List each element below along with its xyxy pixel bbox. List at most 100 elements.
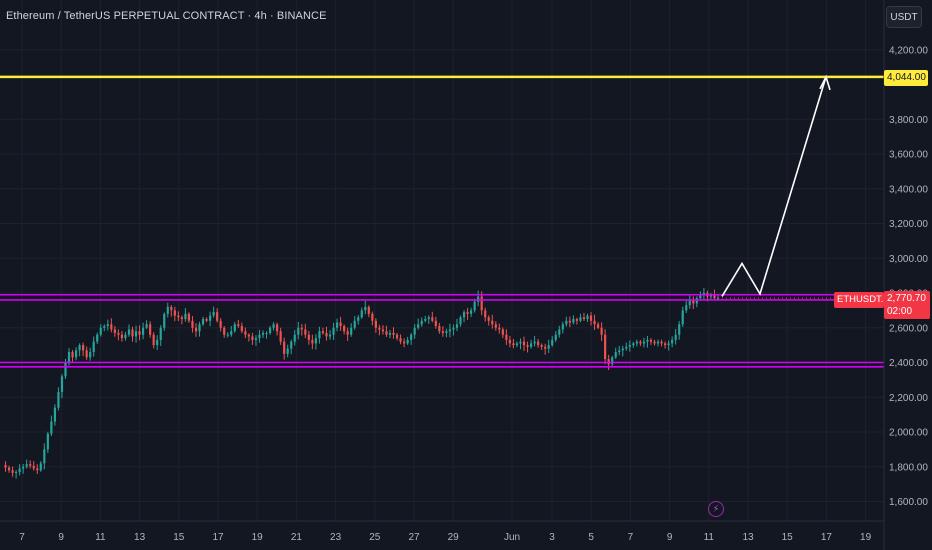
candle-body xyxy=(268,327,272,333)
candle-body xyxy=(364,306,367,311)
candle-body xyxy=(526,345,529,347)
candle-body xyxy=(99,327,102,335)
candle-body xyxy=(477,296,480,302)
candle-body xyxy=(374,320,377,328)
candle-body xyxy=(656,341,660,344)
price-tick-label: 3,200.00 xyxy=(889,219,928,230)
candle-body xyxy=(244,331,247,335)
candle-body xyxy=(505,334,508,340)
candle-body xyxy=(141,327,145,335)
candle-body xyxy=(596,324,600,328)
price-axis[interactable]: 4,200.00 3,800.00 3,600.00 3,400.00 3,200.00… xyxy=(889,45,928,508)
candle-body xyxy=(702,293,705,295)
candle-body xyxy=(357,317,360,321)
candle-body xyxy=(604,334,607,360)
time-tick-label: 27 xyxy=(408,532,420,543)
candle-body xyxy=(455,324,459,328)
candle-body xyxy=(300,327,303,330)
candle-body xyxy=(254,338,258,340)
candle-body xyxy=(304,329,307,335)
candle-body xyxy=(466,312,469,314)
candle-body xyxy=(82,345,85,351)
candle-body xyxy=(78,345,81,351)
candle-body xyxy=(632,343,635,346)
chart-title: Ethereum / TetherUS PERPETUAL CONTRACT ·… xyxy=(6,10,327,22)
candle-body xyxy=(667,343,670,346)
time-tick-label: 3 xyxy=(549,532,555,543)
projection-path[interactable] xyxy=(721,76,827,297)
candle-body xyxy=(417,324,420,328)
candle-body xyxy=(402,341,406,344)
candle-body xyxy=(501,329,504,335)
time-tick-label: 13 xyxy=(742,532,754,543)
candle-body xyxy=(180,317,183,320)
candle-body xyxy=(279,331,282,342)
candle-body xyxy=(480,296,483,311)
time-tick-label: 23 xyxy=(330,532,342,543)
horizontal-levels[interactable] xyxy=(0,75,884,368)
candle-body xyxy=(219,320,222,328)
candle-body xyxy=(43,449,46,464)
time-tick-label: 11 xyxy=(95,532,106,543)
candle-body xyxy=(406,339,409,344)
candle-body xyxy=(424,319,427,321)
candle-body xyxy=(681,310,684,325)
candle-body xyxy=(53,407,56,422)
candle-body xyxy=(297,327,300,335)
candle-body xyxy=(646,339,649,342)
lightning-icon[interactable]: ⚡ xyxy=(708,501,724,517)
candle-body xyxy=(223,327,226,335)
candle-body xyxy=(39,463,42,471)
candle-body xyxy=(156,339,159,346)
candle-body xyxy=(692,299,695,304)
candle-body xyxy=(261,332,265,335)
candle-body xyxy=(339,322,342,327)
candle-body xyxy=(420,320,423,325)
candle-body xyxy=(149,324,152,335)
candle-body xyxy=(512,343,515,346)
candle-body xyxy=(378,327,381,330)
candle-body xyxy=(688,299,691,306)
candle-body xyxy=(519,341,522,344)
candle-body xyxy=(625,346,628,349)
candle-body xyxy=(152,334,155,346)
currency-button[interactable]: USDT xyxy=(886,6,922,28)
candle-body xyxy=(579,317,582,321)
candle-body xyxy=(410,334,413,340)
candle-body xyxy=(589,315,593,321)
candle-body xyxy=(473,301,476,311)
candle-body xyxy=(233,324,236,332)
time-axis[interactable]: 7 9 11 13 15 17 19 21 23 25 27 29 Jun 3 5 7 9 11 13 15 17 19 xyxy=(19,532,871,543)
candle-body xyxy=(247,334,250,337)
price-tick-label: 3,400.00 xyxy=(889,184,928,195)
candle-body xyxy=(709,294,713,297)
last-price-tag: 2,770.70 02:00 xyxy=(884,291,930,319)
projection-arrowhead[interactable] xyxy=(819,74,831,91)
candle-body xyxy=(198,324,201,332)
candle-body xyxy=(314,338,318,344)
candle-body xyxy=(628,345,631,347)
price-tick-label: 2,600.00 xyxy=(889,323,928,334)
candle-body xyxy=(7,467,11,471)
time-tick-label: 17 xyxy=(821,532,833,543)
candle-body xyxy=(554,334,557,340)
candle-body xyxy=(166,306,169,314)
candle-body xyxy=(462,312,466,318)
candle-body xyxy=(325,332,328,337)
candle-body xyxy=(452,327,455,330)
time-tick-label: 9 xyxy=(667,532,673,543)
time-tick-label: 21 xyxy=(291,532,303,543)
candle-body xyxy=(448,329,452,332)
candle-body xyxy=(265,332,268,334)
candle-body xyxy=(173,310,176,316)
candle-body xyxy=(572,319,575,323)
candle-body xyxy=(177,315,180,318)
projection-arrow[interactable] xyxy=(721,74,831,297)
candle-body xyxy=(272,324,275,328)
candle-body xyxy=(565,320,568,325)
price-tick-label: 2,400.00 xyxy=(889,358,928,369)
candle-body xyxy=(664,343,667,346)
candle-body xyxy=(586,315,589,320)
candle-body xyxy=(399,338,402,342)
